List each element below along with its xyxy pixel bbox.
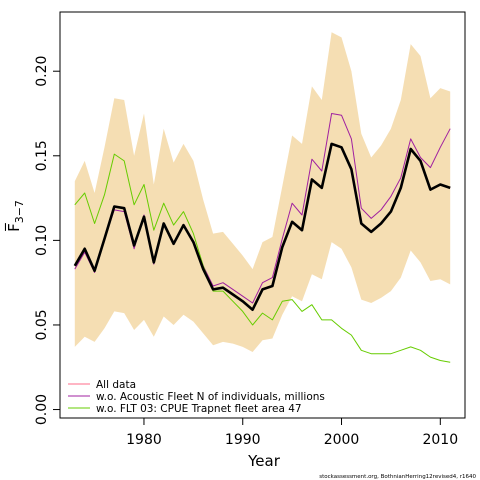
footnote: stockassessment.org, BothnianHerring12re… (319, 474, 476, 480)
y-axis-title-subscript: 3−7 (13, 200, 26, 223)
y-axis-title: F̅3−7 (4, 200, 26, 232)
legend-label: w.o. Acoustic Fleet N of individuals, mi… (96, 391, 325, 403)
series-layer (73, 113, 451, 363)
x-tick-label: 2000 (324, 432, 360, 448)
y-axis: 0.00 0.05 0.10 0.15 0.20 (34, 56, 61, 425)
series-line-estimate (73, 142, 451, 312)
y-tick-label: 0.20 (34, 56, 50, 87)
confidence-band (74, 32, 451, 353)
x-tick-label: 1980 (126, 432, 162, 448)
y-axis-title-main: F̅ (4, 222, 23, 232)
x-axis-title: Year (247, 452, 281, 470)
x-tick-label: 2010 (422, 432, 458, 448)
confidence-band-layer (74, 32, 451, 353)
y-tick-label: 0.10 (34, 225, 50, 256)
legend-label: All data (96, 379, 136, 391)
y-tick-label: 0.15 (34, 140, 50, 171)
y-tick-label: 0.00 (34, 394, 50, 425)
x-axis: 1980 1990 2000 2010 (126, 417, 458, 448)
x-tick-label: 1990 (225, 432, 261, 448)
series-line-3 (74, 153, 451, 363)
y-tick-label: 0.05 (34, 309, 50, 340)
legend-label: w.o. FLT 03: CPUE Trapnet fleet area 47 (96, 403, 302, 415)
